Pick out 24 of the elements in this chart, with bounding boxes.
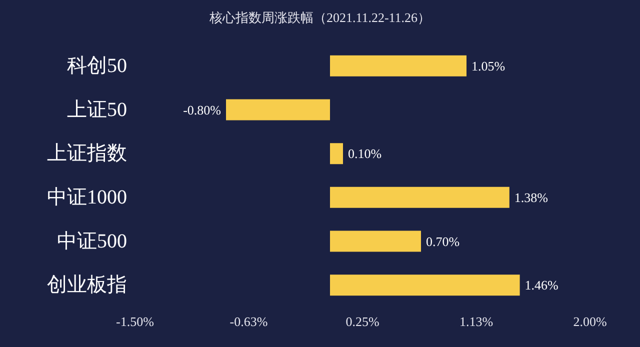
- y-tick-label: 中证500: [57, 230, 127, 252]
- data-label: 0.10%: [348, 146, 382, 162]
- x-tick-label: -0.63%: [230, 314, 268, 329]
- data-label: 0.70%: [426, 234, 460, 249]
- x-tick-label: 1.13%: [459, 314, 494, 329]
- data-label: -0.80%: [183, 102, 222, 118]
- data-label: 1.05%: [472, 58, 506, 74]
- chart-title: 核心指数周涨跌幅（2021.11.22-11.26）: [208, 10, 431, 25]
- x-tick-label: 0.25%: [346, 314, 380, 329]
- bar: [330, 230, 421, 252]
- x-tick-label: 2.00%: [573, 314, 607, 329]
- bar: [330, 186, 510, 208]
- bar: [330, 143, 343, 164]
- data-label: 1.38%: [514, 190, 548, 205]
- data-label: 1.46%: [524, 278, 559, 293]
- y-tick-label: 上证50: [67, 98, 127, 121]
- y-tick-label: 上证指数: [47, 142, 127, 165]
- y-tick-label: 科创50: [67, 54, 127, 77]
- y-tick-label: 中证1000: [47, 186, 127, 208]
- bar: [330, 274, 520, 296]
- bar: [330, 55, 466, 76]
- x-tick-label: -1.50%: [116, 314, 154, 329]
- bar: [226, 99, 330, 120]
- y-tick-label: 创业板指: [47, 274, 127, 296]
